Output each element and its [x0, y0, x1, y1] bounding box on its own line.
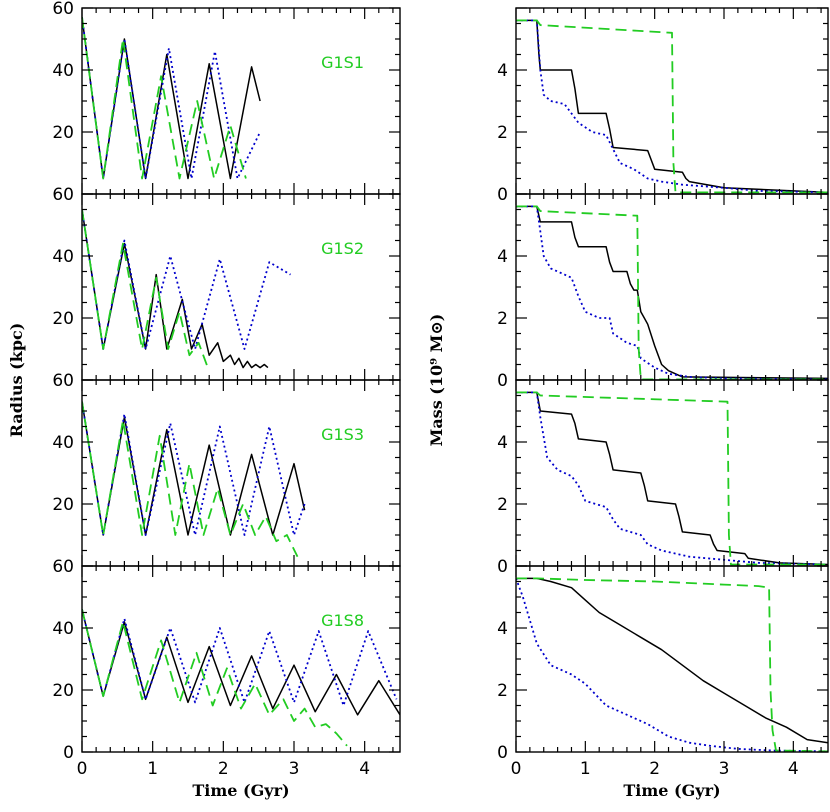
dashed-series-line — [516, 577, 828, 752]
y-tick-label: 2 — [497, 495, 508, 515]
panel-frame — [81, 193, 401, 381]
y-tick-label: 40 — [52, 619, 74, 639]
dashed-series-line — [82, 609, 348, 747]
y-tick-label: 4 — [497, 619, 508, 639]
panel-label: G1S1 — [321, 53, 364, 72]
panel-frame — [81, 379, 401, 567]
solid-series-line — [82, 17, 261, 180]
mass-column: 0 2 4 0 2 4 0 2 4 0 2 4 0 1 2 3 4 Time (Gyr) Mass (10⁹ M⊙) — [427, 7, 829, 800]
dotted-series-line — [82, 17, 261, 180]
solid-series-line — [82, 609, 400, 716]
y-tick-label: 0 — [63, 743, 74, 763]
dotted-series-line — [82, 209, 291, 350]
panel-label: G1S2 — [321, 239, 364, 258]
y-tick-label: 2 — [497, 309, 508, 329]
dotted-series-line — [516, 19, 828, 194]
solid-series-line — [516, 391, 828, 566]
y-tick-label: 20 — [52, 681, 74, 701]
y-tick-label: 60 — [52, 557, 74, 577]
y-axis-label: Radius (kpc) — [7, 323, 26, 438]
y-tick-label: 20 — [52, 309, 74, 329]
radius-column: 204060G1S1204060G1S2204060G1S30204060G1S… — [7, 0, 401, 800]
x-axis-label: Time (Gyr) — [623, 781, 720, 800]
y-tick-label: 60 — [52, 0, 74, 19]
x-tick-label: 4 — [788, 759, 799, 779]
panel-label: G1S3 — [321, 425, 364, 444]
dashed-series-line — [516, 19, 828, 194]
solid-series-line — [82, 209, 269, 369]
dotted-series-line — [82, 609, 398, 707]
dashed-series-line — [516, 391, 828, 566]
y-tick-label: 2 — [497, 681, 508, 701]
panel-frame — [515, 379, 829, 567]
radius-panel-3: 20 40 60 G1S3 — [52, 371, 401, 567]
y-tick-label: 4 — [497, 433, 508, 453]
solid-series-line — [516, 577, 828, 744]
panel-frame — [81, 7, 401, 195]
panel-label: G1S8 — [321, 611, 364, 630]
dotted-series-line — [516, 205, 828, 380]
dashed-series-line — [516, 205, 828, 380]
y-tick-label: 2 — [497, 123, 508, 143]
x-tick-label: 1 — [147, 759, 158, 779]
x-tick-label: 3 — [289, 759, 300, 779]
x-tick-label: 2 — [649, 759, 660, 779]
x-tick-label: 4 — [359, 759, 370, 779]
y-tick-label: 20 — [52, 123, 74, 143]
dotted-series-line — [516, 578, 828, 752]
solid-series-line — [516, 205, 828, 380]
x-axis-label: Time (Gyr) — [192, 781, 289, 800]
y-tick-label: 40 — [52, 433, 74, 453]
y-tick-label: 60 — [52, 185, 74, 205]
y-tick-label: 4 — [497, 61, 508, 81]
y-axis-label: Mass (10⁹ M⊙) — [427, 314, 446, 447]
dashed-series-line — [82, 401, 299, 558]
solid-series-line — [516, 19, 828, 194]
y-tick-label: 60 — [52, 371, 74, 391]
x-tick-label: 2 — [218, 759, 229, 779]
y-tick-label: 0 — [497, 371, 508, 391]
y-tick-label: 0 — [497, 557, 508, 577]
y-tick-label: 0 — [497, 185, 508, 205]
x-tick-label: 0 — [511, 759, 522, 779]
y-tick-label: 40 — [52, 61, 74, 81]
solid-series-line — [82, 401, 306, 536]
y-tick-label: 20 — [52, 495, 74, 515]
y-tick-label: 0 — [497, 743, 508, 763]
y-tick-label: 40 — [52, 247, 74, 267]
x-tick-label: 1 — [580, 759, 591, 779]
x-tick-label: 0 — [77, 759, 88, 779]
dotted-series-line — [82, 401, 306, 536]
mass-panel-3: 0 2 4 — [497, 379, 829, 577]
mass-panel-2: 0 2 4 — [497, 193, 829, 391]
radius-panel-4: 0 20 40 60 G1S8 — [52, 557, 401, 763]
x-tick-label: 3 — [719, 759, 730, 779]
radius-panel-2: 20 40 60 G1S2 — [52, 185, 401, 381]
mass-panel-1: 0 2 4 — [497, 7, 829, 205]
dashed-series-line — [82, 17, 247, 180]
radius-panel-1: 20 40 60 G1S1 — [52, 0, 401, 195]
panel-frame — [81, 565, 401, 753]
mass-panel-4: 0 2 4 — [497, 565, 829, 763]
y-tick-label: 4 — [497, 247, 508, 267]
dashed-series-line — [82, 209, 209, 368]
dotted-series-line — [516, 391, 828, 566]
